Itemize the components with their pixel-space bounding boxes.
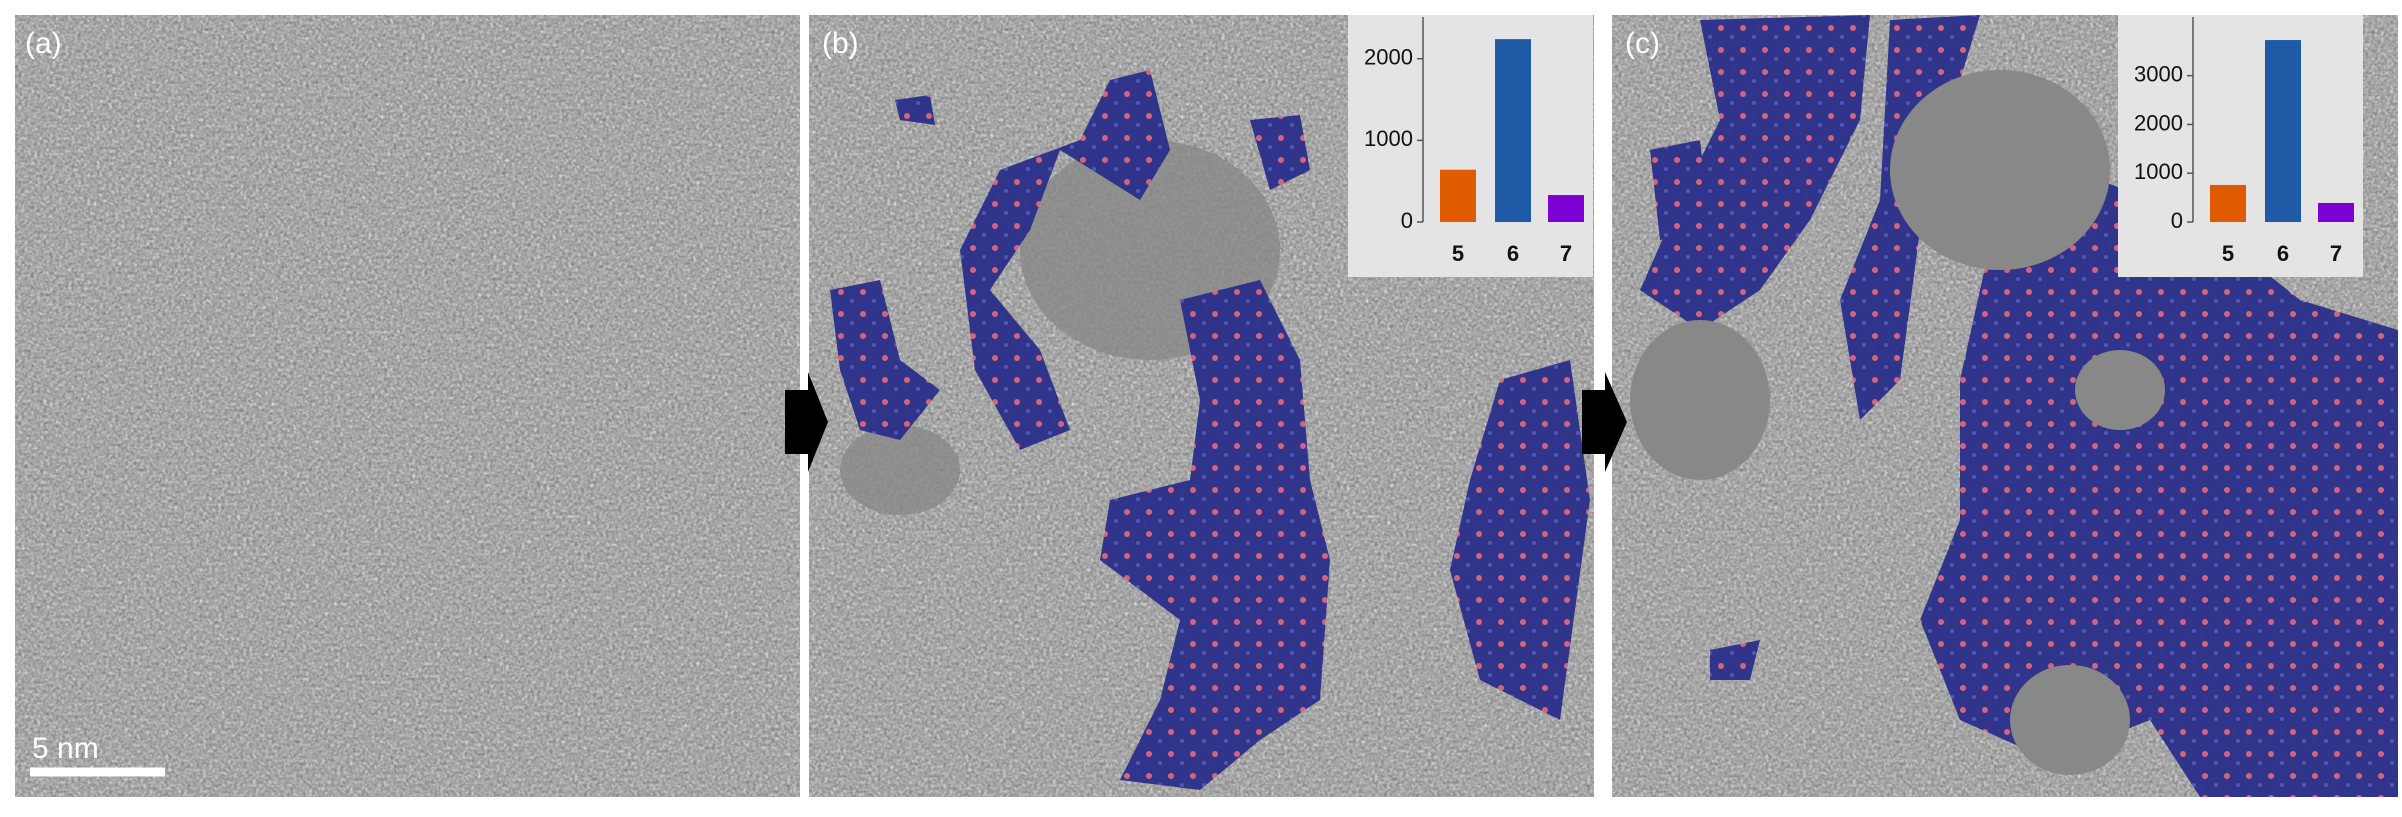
y-tick-label: 2000 — [2134, 110, 2183, 135]
panel-label: (a) — [25, 27, 62, 60]
panel-a — [15, 15, 800, 797]
bar — [1495, 39, 1531, 223]
y-tick-label: 0 — [1401, 208, 1413, 233]
y-tick-label: 0 — [2171, 208, 2183, 233]
panel-c — [1612, 15, 2398, 797]
bar — [2318, 202, 2354, 222]
x-tick-label: 6 — [1507, 241, 1519, 266]
arrow — [785, 372, 828, 472]
x-tick-label: 6 — [2277, 241, 2289, 266]
scale-bar-label: 5 nm — [32, 732, 99, 765]
x-tick-label: 5 — [1452, 241, 1464, 266]
bar — [1548, 195, 1584, 222]
y-tick-label: 1000 — [2134, 159, 2183, 184]
y-tick-label: 1000 — [1364, 126, 1413, 151]
inset-background — [1348, 15, 1593, 277]
arrow — [1582, 372, 1627, 472]
y-tick-label: 2000 — [1364, 45, 1413, 70]
bar — [1440, 169, 1476, 222]
bar — [2210, 184, 2246, 222]
x-tick-label: 7 — [2330, 241, 2342, 266]
panel-label: (c) — [1625, 27, 1660, 60]
y-tick-label: 3000 — [2134, 61, 2183, 86]
bar — [2265, 40, 2301, 222]
panel-label: (b) — [822, 27, 859, 60]
inset-background — [2118, 15, 2363, 277]
x-tick-label: 7 — [1560, 241, 1572, 266]
x-tick-label: 5 — [2222, 241, 2234, 266]
